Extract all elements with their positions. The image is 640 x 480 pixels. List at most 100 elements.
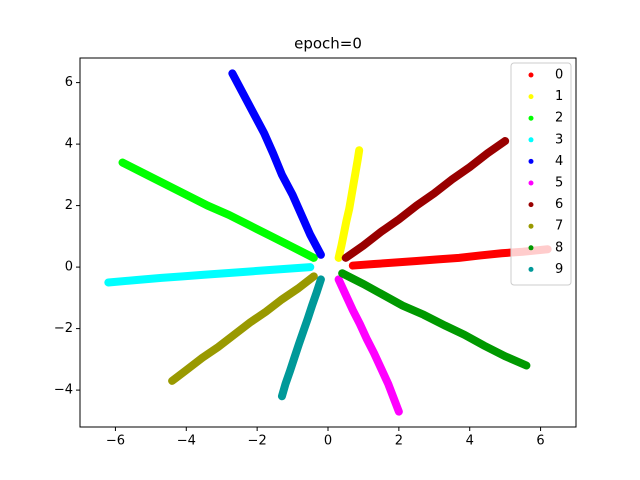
point <box>338 269 346 277</box>
point <box>377 228 385 236</box>
legend-label: 3 <box>555 132 563 147</box>
y-tick-label: −4 <box>54 383 73 398</box>
point <box>483 149 491 157</box>
point <box>498 249 506 257</box>
point <box>168 377 176 385</box>
legend-marker <box>528 266 534 272</box>
legend-label: 6 <box>555 197 563 212</box>
point <box>337 242 345 250</box>
point <box>359 280 367 288</box>
legend-label: 1 <box>555 89 563 104</box>
x-tick-label: 6 <box>536 434 544 449</box>
point <box>317 251 325 259</box>
point <box>182 191 190 199</box>
legend-marker <box>528 180 534 186</box>
point <box>395 215 403 223</box>
point <box>342 254 350 262</box>
x-tick-label: −4 <box>177 434 196 449</box>
y-tick-label: 0 <box>65 260 73 275</box>
point <box>342 217 350 225</box>
point <box>157 274 165 282</box>
point <box>420 311 428 319</box>
point <box>441 322 449 330</box>
point <box>347 192 355 200</box>
point <box>310 272 318 280</box>
legend-box <box>510 62 572 286</box>
point <box>363 335 371 343</box>
point <box>352 168 360 176</box>
point <box>278 171 286 179</box>
x-tick-label: 0 <box>324 434 332 449</box>
point <box>214 343 222 351</box>
point <box>286 367 294 375</box>
point <box>289 243 297 251</box>
point <box>306 231 314 239</box>
point <box>460 331 468 339</box>
x-tick-label: −2 <box>248 434 267 449</box>
point <box>225 211 233 219</box>
point <box>198 354 206 362</box>
point <box>221 269 229 277</box>
point <box>290 354 298 362</box>
point <box>262 308 270 316</box>
point <box>269 149 277 157</box>
point <box>243 268 251 276</box>
point <box>384 380 392 388</box>
point <box>476 251 484 259</box>
point <box>313 288 321 296</box>
y-tick-label: 2 <box>65 198 73 213</box>
point <box>413 202 421 210</box>
legend-marker <box>528 137 534 143</box>
point <box>230 331 238 339</box>
point <box>391 258 399 266</box>
point <box>430 189 438 197</box>
point <box>239 89 247 97</box>
legend-label: 7 <box>555 219 563 234</box>
point <box>377 365 385 373</box>
chart-title: epoch=0 <box>294 35 362 53</box>
x-tick-label: −6 <box>106 434 125 449</box>
legend-label: 2 <box>555 111 563 126</box>
point <box>355 146 363 154</box>
point <box>359 242 367 250</box>
cluster-band <box>338 269 531 370</box>
point <box>379 291 387 299</box>
point <box>335 254 343 262</box>
x-tick-label: 4 <box>466 434 474 449</box>
legend-marker <box>528 94 534 100</box>
y-tick-label: 6 <box>65 75 73 90</box>
point <box>260 129 268 137</box>
point <box>119 159 127 167</box>
axes-frame <box>79 57 577 428</box>
point <box>434 255 442 263</box>
point <box>395 408 403 416</box>
point <box>294 285 302 293</box>
y-tick-label: 4 <box>65 137 73 152</box>
point <box>200 271 208 279</box>
point <box>182 366 190 374</box>
point <box>278 295 286 303</box>
x-tick-label: 2 <box>395 434 403 449</box>
legend-marker <box>528 245 534 251</box>
point <box>278 392 286 400</box>
point <box>250 109 258 117</box>
point <box>350 180 358 188</box>
point <box>104 278 112 286</box>
legend-label: 4 <box>555 154 563 169</box>
point <box>264 266 272 274</box>
point <box>390 394 398 402</box>
point <box>448 175 456 183</box>
point <box>317 275 325 283</box>
point <box>522 362 530 369</box>
point <box>370 349 378 357</box>
point <box>140 169 148 177</box>
point <box>342 291 350 299</box>
point <box>289 191 297 199</box>
cluster-band <box>118 158 318 262</box>
point <box>354 155 362 163</box>
point <box>349 306 357 314</box>
point <box>340 229 348 237</box>
point <box>133 276 141 284</box>
point <box>345 205 353 213</box>
